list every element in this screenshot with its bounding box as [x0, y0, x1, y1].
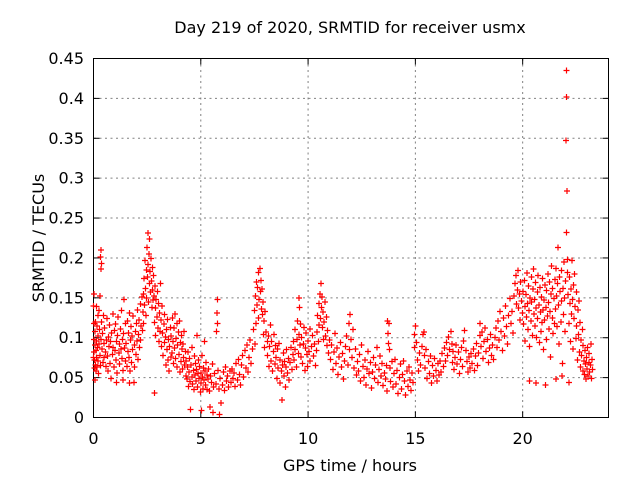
y-tick-label: 0.05: [48, 368, 84, 387]
plot-border: [93, 58, 609, 418]
chart-title: Day 219 of 2020, SRMTID for receiver usm…: [174, 18, 525, 37]
x-tick-label: 20: [512, 429, 532, 448]
y-tick-label: 0.2: [59, 248, 84, 267]
y-axis-label: SRMTID / TECUs: [29, 174, 48, 303]
scatter-points: [90, 67, 596, 418]
y-tick-label: 0.35: [48, 129, 84, 148]
x-tick-label: 0: [88, 429, 98, 448]
y-tick-label: 0.1: [59, 328, 84, 347]
axis-tick-marks: [93, 58, 609, 418]
x-tick-label: 5: [196, 429, 206, 448]
axis-tick-labels: 0 0.05 0.1 0.15 0.2 0.25 0.3 0.35 0.4 0.45 0 5 10 15 2…: [48, 49, 532, 448]
y-tick-label: 0: [74, 408, 84, 427]
y-tick-label: 0.3: [59, 169, 84, 188]
y-tick-label: 0.25: [48, 209, 84, 228]
x-tick-label: 10: [298, 429, 318, 448]
data-point-markers: [90, 67, 596, 418]
x-axis-label: GPS time / hours: [283, 456, 417, 475]
y-tick-label: 0.15: [48, 288, 84, 307]
y-tick-label: 0.4: [59, 89, 84, 108]
y-tick-label: 0.45: [48, 49, 84, 68]
x-tick-label: 15: [405, 429, 425, 448]
grid-lines: [94, 59, 608, 417]
